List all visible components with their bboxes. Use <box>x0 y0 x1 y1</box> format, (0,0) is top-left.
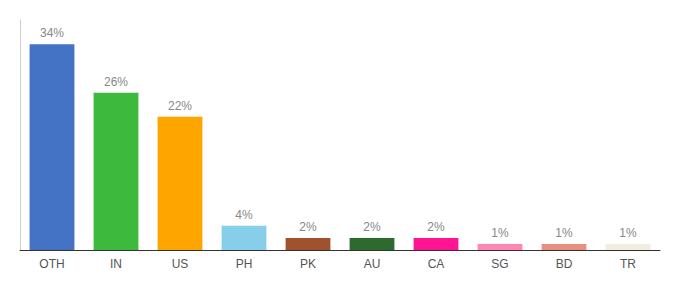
svg-text:2%: 2% <box>363 220 381 234</box>
svg-text:34%: 34% <box>40 26 64 40</box>
svg-text:PH: PH <box>236 257 253 271</box>
svg-text:2%: 2% <box>427 220 445 234</box>
svg-text:1%: 1% <box>555 226 573 240</box>
svg-text:2%: 2% <box>299 220 317 234</box>
svg-text:IN: IN <box>110 257 122 271</box>
svg-text:CA: CA <box>428 257 445 271</box>
svg-text:SG: SG <box>491 257 508 271</box>
svg-text:OTH: OTH <box>39 257 64 271</box>
svg-text:4%: 4% <box>235 208 253 222</box>
svg-text:AU: AU <box>364 257 381 271</box>
svg-text:TR: TR <box>620 257 636 271</box>
svg-text:22%: 22% <box>168 99 192 113</box>
svg-text:1%: 1% <box>619 226 637 240</box>
svg-text:26%: 26% <box>104 75 128 89</box>
svg-text:1%: 1% <box>491 226 509 240</box>
svg-text:BD: BD <box>556 257 573 271</box>
svg-text:PK: PK <box>300 257 316 271</box>
svg-text:US: US <box>172 257 189 271</box>
